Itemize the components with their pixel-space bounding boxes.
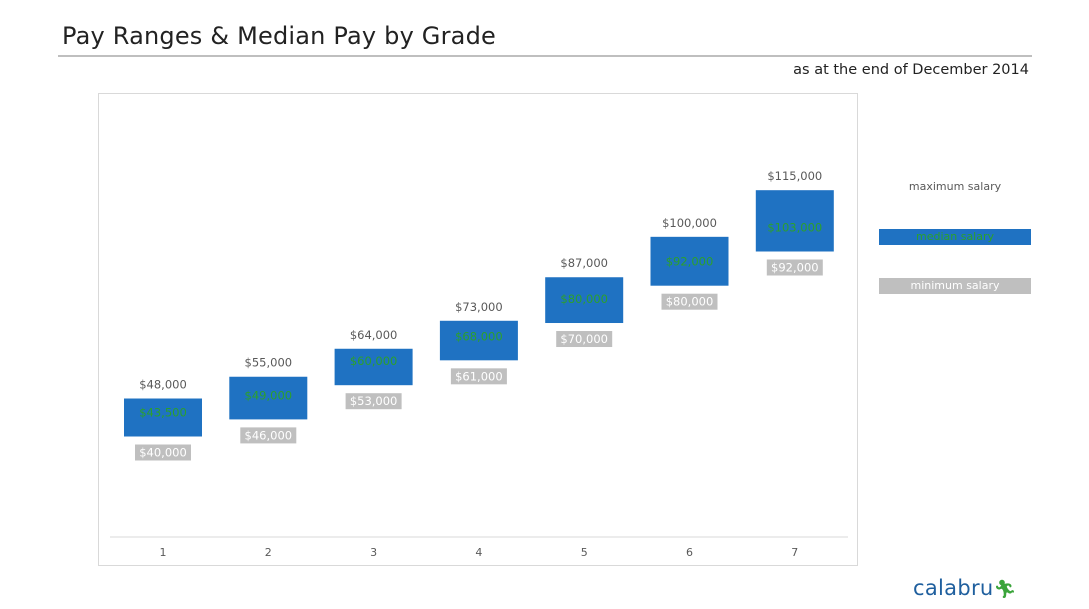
min-salary-label: $70,000 [560, 332, 608, 346]
median-bar [755, 190, 834, 252]
page-title: Pay Ranges & Median Pay by Grade [62, 22, 496, 50]
median-salary-label: $68,000 [455, 329, 503, 343]
max-salary-label: $100,000 [662, 216, 717, 230]
min-salary-label: $40,000 [139, 446, 187, 460]
brand-logo-text: calabru [913, 576, 994, 600]
median-bar [124, 398, 202, 437]
median-bar [545, 277, 624, 324]
max-salary-label: $48,000 [139, 378, 187, 392]
max-salary-label: $64,000 [350, 328, 398, 342]
x-tick-label: 5 [581, 546, 588, 559]
min-salary-box [556, 331, 613, 348]
plot-area [98, 93, 858, 566]
brand-logo: calabru🏃︎ [913, 576, 1017, 600]
x-tick-label: 2 [265, 546, 272, 559]
legend-item-minimum: minimum salary [879, 278, 1031, 294]
min-salary-label: $53,000 [350, 394, 398, 408]
min-salary-label: $61,000 [455, 369, 503, 383]
min-salary-label: $46,000 [245, 428, 293, 442]
median-bar [650, 236, 729, 286]
x-tick-label: 4 [475, 546, 482, 559]
legend-label-minimum: minimum salary [910, 279, 1000, 292]
x-tick-label: 7 [791, 546, 798, 559]
median-salary-label: $60,000 [350, 354, 398, 368]
legend-item-maximum: maximum salary [879, 179, 1031, 195]
min-salary-box [450, 368, 507, 385]
min-salary-box [135, 444, 191, 461]
page-subtitle: as at the end of December 2014 [793, 62, 1029, 78]
max-salary-label: $87,000 [560, 256, 608, 270]
legend-item-median: median salary [879, 229, 1031, 245]
min-salary-box [345, 393, 402, 410]
min-salary-box [661, 293, 718, 310]
x-tick-label: 6 [686, 546, 693, 559]
x-tick-label: 3 [370, 546, 377, 559]
title-divider [58, 55, 1032, 57]
median-salary-label: $103,000 [767, 221, 822, 235]
max-salary-label: $115,000 [767, 169, 822, 183]
min-salary-label: $92,000 [771, 261, 819, 275]
min-salary-box [240, 427, 297, 444]
running-man-icon: 🏃︎ [993, 579, 1017, 600]
x-tick-label: 1 [160, 546, 167, 559]
min-salary-box [766, 259, 823, 276]
max-salary-label: $73,000 [455, 300, 503, 314]
max-salary-label: $55,000 [245, 356, 293, 370]
legend-label-median: median salary [915, 230, 995, 243]
min-salary-label: $80,000 [666, 295, 714, 309]
median-bar [334, 348, 413, 386]
median-salary-label: $92,000 [666, 255, 714, 269]
median-salary-label: $49,000 [245, 388, 293, 402]
median-salary-label: $43,500 [139, 406, 187, 420]
median-bar [439, 320, 518, 361]
median-salary-label: $80,000 [560, 292, 608, 306]
legend-label-maximum: maximum salary [908, 180, 1002, 193]
median-bar [229, 376, 308, 420]
